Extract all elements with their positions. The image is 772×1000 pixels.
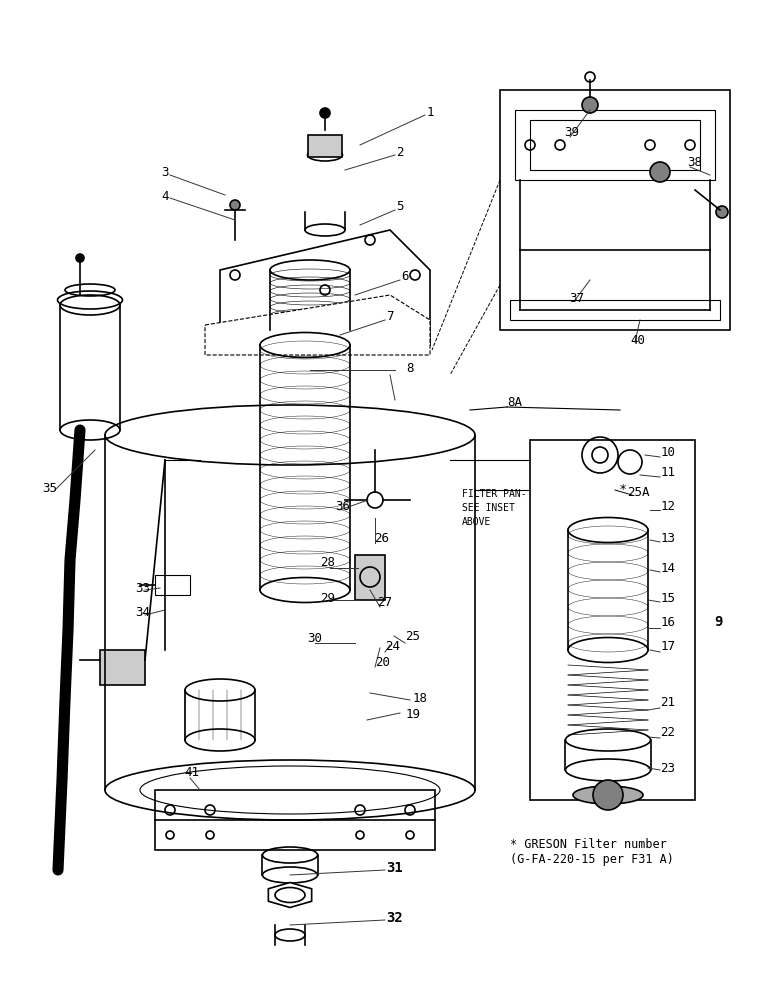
Bar: [515, 110, 715, 180]
Text: 31: 31: [387, 861, 404, 875]
Text: 39: 39: [564, 125, 580, 138]
Bar: [510, 300, 720, 320]
Bar: [308, 135, 342, 157]
Text: 19: 19: [405, 708, 421, 722]
Bar: [155, 790, 435, 850]
Circle shape: [650, 162, 670, 182]
Text: 24: 24: [385, 641, 401, 654]
Text: 32: 32: [387, 911, 404, 925]
Text: 7: 7: [386, 310, 394, 324]
Text: 34: 34: [136, 606, 151, 619]
Text: 29: 29: [320, 591, 336, 604]
Text: 35: 35: [42, 482, 57, 494]
Text: 27: 27: [378, 596, 392, 609]
Text: 20: 20: [375, 656, 391, 668]
Bar: [355, 555, 385, 600]
Text: 8A: 8A: [507, 395, 523, 408]
Text: * GRESON Filter number
(G-FA-220-15 per F31 A): * GRESON Filter number (G-FA-220-15 per …: [510, 838, 674, 866]
Circle shape: [593, 780, 623, 810]
Text: 40: 40: [631, 334, 645, 347]
Text: 10: 10: [661, 446, 676, 460]
Text: 13: 13: [661, 532, 676, 544]
Text: 12: 12: [661, 500, 676, 514]
Polygon shape: [269, 882, 312, 908]
Text: 6: 6: [401, 270, 408, 284]
Text: FILTER PAN-
SEE INSET
ABOVE: FILTER PAN- SEE INSET ABOVE: [462, 489, 527, 527]
Text: 25A: 25A: [627, 486, 649, 498]
Text: 25: 25: [405, 631, 421, 644]
Text: 5: 5: [396, 200, 404, 214]
Text: 23: 23: [661, 762, 676, 774]
Text: 41: 41: [185, 766, 199, 778]
Text: 2: 2: [396, 145, 404, 158]
Text: 1: 1: [426, 106, 434, 119]
Circle shape: [320, 108, 330, 118]
Text: 18: 18: [412, 692, 428, 704]
Circle shape: [230, 200, 240, 210]
Ellipse shape: [573, 786, 643, 804]
Bar: [500, 90, 730, 330]
Text: 37: 37: [570, 292, 584, 304]
Text: 22: 22: [661, 726, 676, 738]
Text: 9: 9: [714, 615, 722, 629]
Circle shape: [76, 254, 84, 262]
Bar: [530, 120, 700, 170]
Circle shape: [716, 206, 728, 218]
Bar: [155, 575, 190, 595]
Text: 3: 3: [161, 166, 169, 180]
Text: 16: 16: [661, 615, 676, 629]
Text: 38: 38: [688, 155, 703, 168]
Bar: [530, 440, 695, 800]
Text: 36: 36: [336, 500, 350, 514]
Text: 17: 17: [661, 641, 676, 654]
Text: 28: 28: [320, 556, 336, 568]
Text: 30: 30: [307, 632, 323, 645]
Text: 15: 15: [661, 591, 676, 604]
Circle shape: [582, 97, 598, 113]
Text: 11: 11: [661, 466, 676, 479]
Text: 8: 8: [406, 361, 414, 374]
Text: *: *: [620, 484, 626, 496]
Text: 21: 21: [661, 696, 676, 708]
Text: 33: 33: [136, 582, 151, 594]
Bar: [100, 650, 145, 685]
Text: 4: 4: [161, 190, 169, 202]
Text: 26: 26: [374, 532, 390, 544]
Text: 14: 14: [661, 562, 676, 574]
Polygon shape: [220, 230, 430, 345]
Polygon shape: [205, 295, 430, 355]
